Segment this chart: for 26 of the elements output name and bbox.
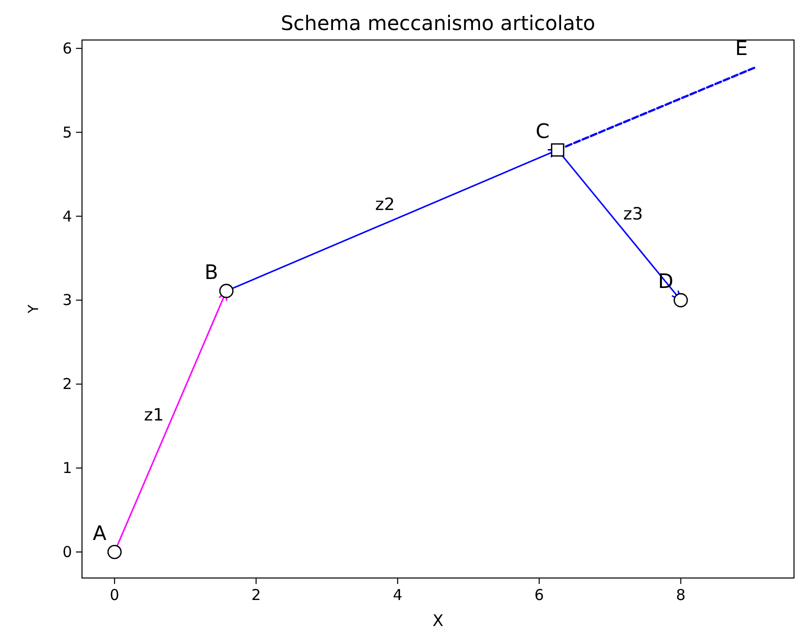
annotation: A	[92, 520, 107, 545]
point	[674, 293, 688, 308]
y-axis-title: Y	[26, 304, 42, 314]
series-label: z2	[375, 194, 395, 215]
y-tick-label: 0	[62, 542, 72, 561]
series-label: z3	[623, 204, 643, 225]
y-tick-label: 5	[62, 123, 72, 142]
x-tick-label: 4	[392, 586, 402, 604]
annotation: E	[735, 36, 748, 60]
y-tick-label: 2	[62, 375, 72, 394]
point	[219, 284, 234, 298]
x-axis-title: X	[432, 611, 444, 630]
point	[550, 143, 564, 157]
x-tick-label: 0	[110, 586, 120, 604]
y-tick-label: 6	[62, 39, 72, 58]
x-tick-label: 8	[676, 586, 686, 604]
y-tick-label: 4	[62, 207, 72, 226]
point	[107, 544, 122, 560]
annotation: B	[204, 260, 218, 284]
y-tick-label: 3	[62, 291, 72, 310]
x-tick-label: 2	[251, 586, 261, 604]
y-tick-label: 1	[62, 459, 72, 478]
x-tick-label: 6	[534, 586, 544, 604]
annotation: C	[536, 118, 550, 143]
series-label: z1	[144, 405, 164, 426]
chart-title: Schema meccanismo articolato	[280, 11, 596, 35]
